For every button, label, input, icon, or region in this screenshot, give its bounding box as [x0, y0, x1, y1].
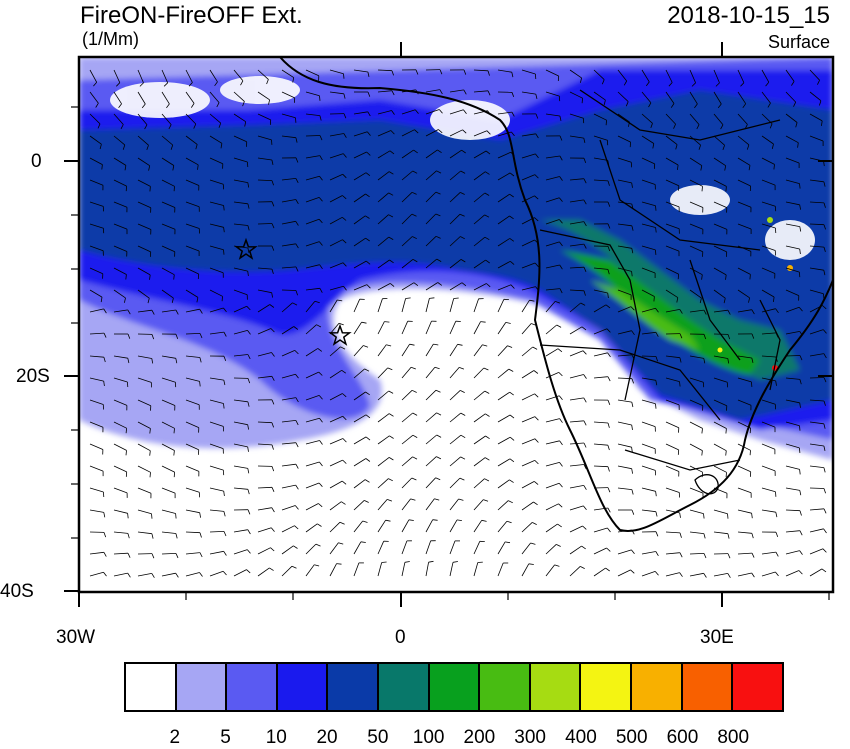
- colorbar-swatch: [278, 664, 329, 710]
- colorbar-label: 2: [169, 727, 180, 749]
- y-label-20s: 20S: [16, 367, 50, 386]
- y-label-0: 0: [31, 152, 42, 171]
- colorbar-swatch: [328, 664, 379, 710]
- colorbar-swatch: [227, 664, 278, 710]
- colorbar-swatch: [733, 664, 782, 710]
- colorbar-swatch: [531, 664, 582, 710]
- colorbar-label: 5: [220, 727, 231, 749]
- map-field: [79, 57, 833, 592]
- colorbar-swatch: [632, 664, 683, 710]
- x-label-0: 0: [395, 628, 406, 647]
- colorbar-label: 100: [413, 727, 445, 749]
- colorbar-label: 50: [367, 727, 388, 749]
- colorbar-swatch: [379, 664, 430, 710]
- colorbar-label: 10: [266, 727, 287, 749]
- colorbar: [124, 662, 784, 712]
- colorbar-label: 600: [667, 727, 699, 749]
- colorbar-swatch: [177, 664, 228, 710]
- colorbar-label: 500: [616, 727, 648, 749]
- colorbar-label: 200: [464, 727, 496, 749]
- colorbar-swatch: [683, 664, 734, 710]
- colorbar-label: 300: [514, 727, 546, 749]
- colorbar-swatch: [430, 664, 481, 710]
- colorbar-label: 400: [565, 727, 597, 749]
- colorbar-swatch: [480, 664, 531, 710]
- colorbar-label: 800: [717, 727, 749, 749]
- colorbar-label: 20: [316, 727, 337, 749]
- x-label-30w: 30W: [56, 628, 95, 647]
- colorbar-swatch: [126, 664, 177, 710]
- y-label-40s: 40S: [0, 582, 34, 601]
- x-label-30e: 30E: [700, 628, 734, 647]
- colorbar-swatch: [581, 664, 632, 710]
